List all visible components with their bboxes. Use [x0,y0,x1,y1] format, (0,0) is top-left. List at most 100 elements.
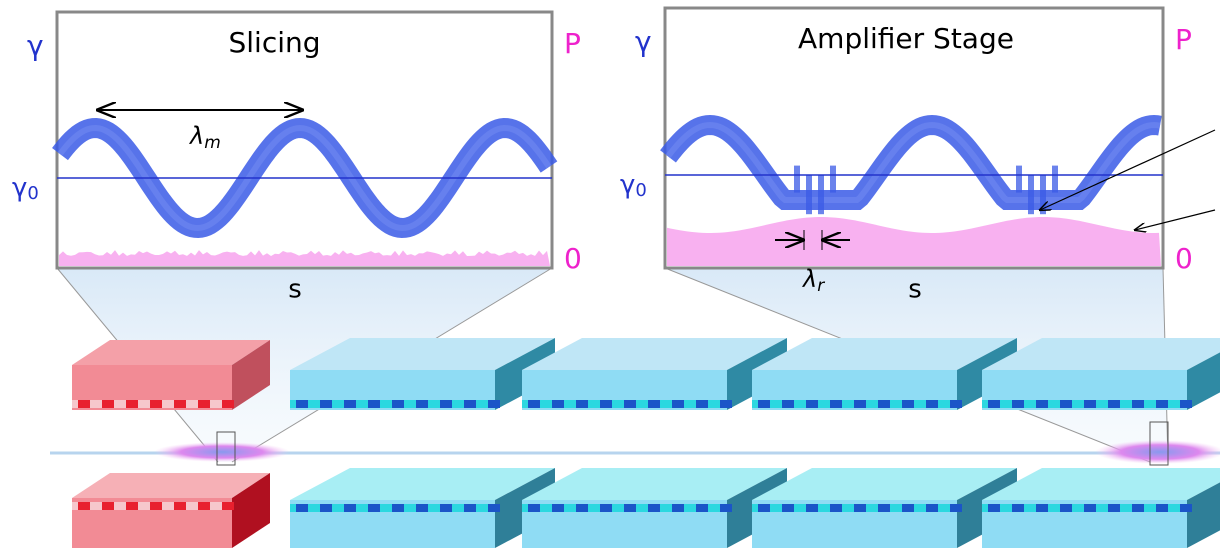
pole [1084,400,1096,408]
pole [392,504,404,512]
reference-subscript: 0 [635,180,646,201]
pole [624,400,636,408]
pole [696,400,708,408]
pole [368,400,380,408]
pole [1180,504,1192,512]
pole [222,400,234,408]
pole [1132,504,1144,512]
pole [902,504,914,512]
pole [720,504,732,512]
pole [78,502,90,510]
pole [1036,504,1048,512]
x-axis-label: s [288,275,302,305]
pole [296,400,308,408]
pole [830,400,842,408]
pole [1012,400,1024,408]
pole [344,400,356,408]
x-axis-label: s [908,275,922,305]
pole [174,502,186,510]
wavelength-subscript: r [817,276,825,296]
pole [806,504,818,512]
y2-axis-label: P [564,27,581,60]
pole [830,504,842,512]
pole [988,400,1000,408]
pole [950,504,962,512]
pole [416,504,428,512]
magnet-top [982,468,1220,500]
pole [296,504,308,512]
pole [926,504,938,512]
pole [648,400,660,408]
pole [600,400,612,408]
pole [576,504,588,512]
pole [488,504,500,512]
pole [758,400,770,408]
pole [102,400,114,408]
pole [1060,400,1072,408]
pole [222,502,234,510]
pole [854,400,866,408]
panel-title: Amplifier Stage [798,22,1014,55]
pole [150,400,162,408]
pole [950,400,962,408]
microbunch [1028,175,1034,214]
reference-symbol: γ [12,173,27,203]
pole [392,400,404,408]
pole [320,400,332,408]
pole [488,400,500,408]
pole [198,502,210,510]
pole [464,400,476,408]
pole [878,504,890,512]
pole [150,502,162,510]
microbunch [1016,166,1022,193]
pole [102,502,114,510]
pole [720,400,732,408]
pole [464,504,476,512]
reference-symbol: γ [620,170,635,200]
y2-axis-label: P [1175,23,1192,56]
pole [902,400,914,408]
pole [758,504,770,512]
pole [988,504,1000,512]
reference-subscript: 0 [27,183,38,204]
y-axis-label: γ [27,29,44,62]
wavelength-subscript: m [204,133,221,153]
microbunch [818,175,824,214]
microbunch [830,166,836,193]
y2-zero-label: 0 [564,242,582,275]
microbunch [1052,166,1058,193]
pole [672,504,684,512]
pole [1108,504,1120,512]
pole [782,400,794,408]
pole [782,504,794,512]
pole [440,504,452,512]
pole [600,504,612,512]
pole [320,504,332,512]
pole [198,400,210,408]
pole [1084,504,1096,512]
wavelength-symbol: λ [801,265,817,293]
figure: SlicingγPγ00sλmAmplifier StageγPγ00sλr [0,0,1220,555]
pole [1012,504,1024,512]
pole [576,400,588,408]
pole [1060,504,1072,512]
pole [126,502,138,510]
pole [854,504,866,512]
pole [1156,400,1168,408]
pole [624,504,636,512]
pole [126,400,138,408]
pole [648,504,660,512]
pole [528,504,540,512]
wavelength-symbol: λ [188,122,204,150]
pole [552,504,564,512]
y2-zero-label: 0 [1175,242,1193,275]
pole [1132,400,1144,408]
pole [174,400,186,408]
pole [1156,504,1168,512]
pole [878,400,890,408]
pole [672,400,684,408]
pole [1108,400,1120,408]
microbunch [806,175,812,214]
pole [1180,400,1192,408]
